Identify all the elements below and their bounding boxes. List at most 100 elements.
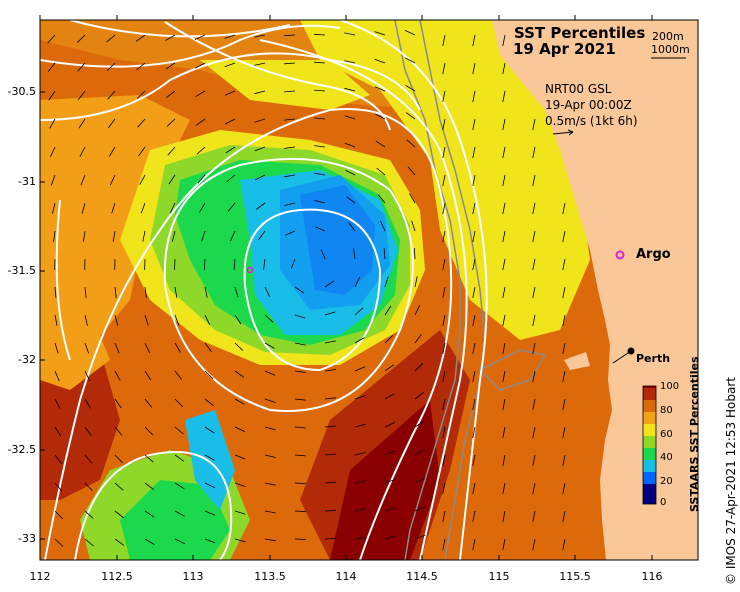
current-vectors <box>47 30 566 551</box>
current-vector <box>234 510 246 515</box>
current-vector <box>314 89 326 92</box>
current-vector <box>294 482 306 485</box>
current-vector <box>406 139 416 148</box>
map-date: 19 Apr 2021 <box>513 40 616 58</box>
current-vector <box>472 258 476 271</box>
current-vector <box>472 510 476 523</box>
current-vector <box>52 202 56 214</box>
current-vector <box>165 62 176 70</box>
lon-label: 115 <box>488 570 510 583</box>
perth-label: Perth <box>636 352 671 365</box>
current-vector <box>54 538 64 547</box>
current-vector <box>532 118 536 131</box>
scale-arrow <box>552 129 574 136</box>
current-vector <box>166 118 176 127</box>
current-vector <box>562 286 566 299</box>
current-vector <box>144 426 153 436</box>
current-vector <box>384 535 396 540</box>
current-vector <box>174 258 176 270</box>
current-vector <box>110 174 116 186</box>
current-vector <box>344 115 356 120</box>
lon-label: 112.5 <box>101 570 133 583</box>
colorbar-segment <box>643 472 656 484</box>
current-vector <box>472 538 476 551</box>
current-vector <box>472 90 476 103</box>
current-vector <box>562 538 566 551</box>
lat-label: -33 <box>18 532 36 545</box>
lat-label: -32 <box>18 353 36 366</box>
current-vector <box>112 230 116 242</box>
current-vector <box>165 34 176 41</box>
current-vector <box>174 286 178 298</box>
current-vector <box>562 482 566 495</box>
current-vector <box>472 314 476 327</box>
current-vector <box>234 286 239 298</box>
current-vector <box>376 167 386 176</box>
current-vector <box>414 305 421 316</box>
lon-label: 113.5 <box>254 570 286 583</box>
lon-label: 116 <box>641 570 663 583</box>
current-vector <box>204 286 208 298</box>
current-vector <box>562 454 566 467</box>
current-vector <box>225 118 236 125</box>
current-vector <box>414 248 416 260</box>
colorbar-segment <box>643 386 656 388</box>
current-vector <box>51 174 56 186</box>
lat-label: -31.5 <box>7 264 36 277</box>
current-vector <box>106 34 116 43</box>
current-vector <box>264 370 276 376</box>
current-vector <box>472 230 476 243</box>
current-vector <box>166 90 176 99</box>
current-vector <box>84 454 93 464</box>
current-vector <box>234 314 242 325</box>
current-vector <box>502 90 506 103</box>
current-vector <box>442 314 446 327</box>
axis-ticks <box>39 15 653 560</box>
current-vector <box>380 220 386 232</box>
current-vector <box>374 58 386 64</box>
current-vector <box>315 226 326 232</box>
current-vector <box>442 174 446 187</box>
current-vector <box>254 90 266 95</box>
current-vector <box>174 482 185 490</box>
current-vector <box>502 426 506 439</box>
current-vector <box>562 398 566 411</box>
current-vector <box>502 370 506 383</box>
current-vector <box>195 90 206 98</box>
current-vector <box>407 166 416 176</box>
current-vector <box>502 174 506 187</box>
current-vector <box>377 194 386 204</box>
current-vector <box>144 314 149 326</box>
current-vector <box>294 426 306 429</box>
current-vector <box>532 454 536 467</box>
current-vector <box>81 202 86 214</box>
current-vector <box>174 510 185 517</box>
current-vector <box>532 146 536 159</box>
current-vector <box>204 538 216 544</box>
current-vector <box>442 230 446 243</box>
map-frame <box>39 19 699 561</box>
current-vector <box>54 398 61 409</box>
current-vector <box>47 34 56 44</box>
current-vector <box>234 398 245 405</box>
current-vector <box>255 174 266 181</box>
lon-label: 112 <box>29 570 51 583</box>
current-vector <box>204 370 214 379</box>
current-vector <box>472 398 476 411</box>
current-vector <box>144 454 154 463</box>
current-vector <box>264 538 276 542</box>
current-vector <box>344 60 356 64</box>
current-vector <box>77 62 86 72</box>
current-vector <box>174 426 184 435</box>
current-vector <box>348 222 356 232</box>
current-vector <box>114 426 123 436</box>
current-vector <box>472 342 476 355</box>
current-vector <box>374 86 386 92</box>
current-vector <box>197 174 206 184</box>
current-vector <box>255 202 266 210</box>
current-vector <box>320 249 326 260</box>
current-vector <box>502 118 506 131</box>
time-label: 19-Apr 00:00Z <box>545 98 632 112</box>
colorbar-tick-label: 60 <box>660 429 673 440</box>
current-vector <box>414 333 422 344</box>
